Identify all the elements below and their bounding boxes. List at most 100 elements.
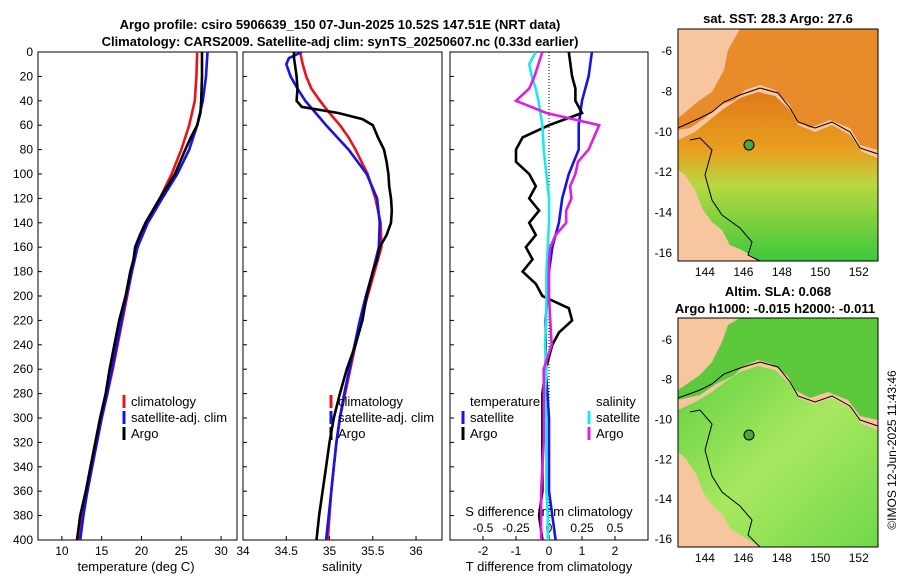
t-difference-x-ticks: -2 -1 0 1 2 bbox=[478, 536, 619, 558]
lon-tick-label: 146 bbox=[733, 551, 753, 565]
sla-map-north-sea bbox=[678, 318, 878, 420]
depth-tick-label: 0 bbox=[26, 45, 33, 59]
s-diff-satellite-line bbox=[527, 52, 551, 540]
s-difference-x-ticks: -0.5 -0.25 0 0.25 0.5 bbox=[473, 521, 624, 535]
lat-tick-label: -6 bbox=[661, 44, 672, 58]
s-diff-tick-label: 0 bbox=[546, 521, 553, 535]
depth-tick-label: 280 bbox=[13, 387, 33, 401]
lat-tick-label: -12 bbox=[655, 452, 673, 466]
legend-label-s-satellite: satellite bbox=[596, 410, 640, 425]
s-diff-tick-label: -0.25 bbox=[502, 521, 530, 535]
depth-tick-label: 40 bbox=[20, 94, 34, 108]
depth-tick-label: 400 bbox=[13, 533, 33, 547]
lat-tick-label: -16 bbox=[655, 246, 673, 260]
lat-tick-label: -10 bbox=[655, 125, 673, 139]
sst-map-argo-marker bbox=[743, 139, 755, 151]
x-tick-label: 36 bbox=[409, 544, 423, 558]
sst-map-coastline-2 bbox=[689, 137, 761, 262]
lat-tick-label: -8 bbox=[661, 373, 672, 387]
legend-label-climatology: climatology bbox=[338, 394, 404, 409]
salinity-x-ticks: 34 34.5 35 35.5 36 bbox=[236, 536, 423, 558]
sst-map-frame bbox=[677, 28, 879, 262]
legend-label-satellite: satellite-adj. clim bbox=[131, 410, 227, 425]
s-diff-tick-label: 0.5 bbox=[607, 521, 624, 535]
depth-tick-label: 60 bbox=[20, 118, 34, 132]
salinity-satellite-line bbox=[284, 52, 382, 540]
lon-tick-label: 148 bbox=[772, 265, 792, 279]
lat-tick-label: -10 bbox=[655, 413, 673, 427]
lon-tick-label: 150 bbox=[810, 551, 830, 565]
lon-tick-label: 152 bbox=[849, 551, 869, 565]
lat-tick-label: -12 bbox=[655, 165, 673, 179]
x-tick-label: 0 bbox=[546, 544, 553, 558]
depth-tick-label: 140 bbox=[13, 216, 33, 230]
depth-tick-label: 80 bbox=[20, 143, 34, 157]
x-tick-label: 35.5 bbox=[361, 544, 385, 558]
x-tick-label: -2 bbox=[478, 544, 489, 558]
sla-map-south-sea bbox=[678, 366, 878, 547]
temperature-legend: climatology satellite-adj. clim Argo bbox=[122, 394, 227, 441]
sla-map-lon-ticks: 144 146 148 150 152 bbox=[695, 551, 869, 565]
difference-legend: temperature satellite Argo salinity sate… bbox=[461, 394, 640, 441]
legend-label-s-argo: Argo bbox=[596, 426, 623, 441]
depth-tick-label: 300 bbox=[13, 411, 33, 425]
s-diff-argo-line bbox=[513, 52, 602, 540]
depth-tick-label: 260 bbox=[13, 362, 33, 376]
sla-map-title-1: Altim. SLA: 0.068 bbox=[725, 284, 831, 299]
lat-tick-label: -8 bbox=[661, 85, 672, 99]
x-tick-label: 35 bbox=[323, 544, 337, 558]
sst-map-north-sea bbox=[678, 29, 878, 150]
t-difference-xlabel: T difference from climatology bbox=[466, 559, 633, 574]
salinity-climatology-line bbox=[298, 52, 383, 540]
sst-map-lat-ticks: -6 -8 -10 -12 -14 -16 bbox=[655, 44, 673, 260]
x-tick-label: 34.5 bbox=[275, 544, 299, 558]
sst-map-title: sat. SST: 28.3 Argo: 27.6 bbox=[703, 11, 853, 26]
lon-tick-label: 144 bbox=[695, 551, 715, 565]
s-diff-tick-label: 0.25 bbox=[570, 521, 594, 535]
s-diff-tick-label: -0.5 bbox=[473, 521, 494, 535]
lon-tick-label: 150 bbox=[810, 265, 830, 279]
lon-tick-label: 148 bbox=[772, 551, 792, 565]
sst-map bbox=[677, 28, 879, 262]
sla-map-frame bbox=[677, 317, 879, 548]
imos-credit: ©IMOS 12-Jun-2025 11:43:46 bbox=[885, 370, 899, 530]
sla-map-coastline-2 bbox=[689, 409, 761, 548]
x-tick-label: 30 bbox=[214, 544, 228, 558]
legend-label-t-satellite: satellite bbox=[470, 410, 514, 425]
depth-tick-labels: 0 20 40 60 80 100 120 140 160 180 200 220 240 260 280 3… bbox=[13, 45, 454, 547]
salinity-legend: climatology satellite-adj. clim Argo bbox=[329, 394, 434, 441]
sla-map-argo-marker bbox=[743, 429, 755, 441]
depth-tick-label: 320 bbox=[13, 435, 33, 449]
legend-header-temperature: temperature bbox=[470, 394, 540, 409]
x-tick-label: 10 bbox=[55, 544, 69, 558]
title-line-1: Argo profile: csiro 5906639_150 07-Jun-2… bbox=[120, 17, 561, 32]
temperature-argo-line bbox=[75, 52, 204, 540]
lon-tick-label: 146 bbox=[733, 265, 753, 279]
x-tick-label: 20 bbox=[135, 544, 149, 558]
x-tick-label: 34 bbox=[236, 544, 250, 558]
sla-map-title-2: Argo h1000: -0.015 h2000: -0.011 bbox=[675, 301, 875, 316]
depth-tick-label: 240 bbox=[13, 338, 33, 352]
lat-tick-label: -6 bbox=[661, 333, 672, 347]
sla-map-lat-ticks: -6 -8 -10 -12 -14 -16 bbox=[655, 333, 673, 546]
depth-tick-label: 200 bbox=[13, 289, 33, 303]
legend-label-argo: Argo bbox=[338, 426, 365, 441]
depth-tick-label: 180 bbox=[13, 265, 33, 279]
title-line-2: Climatology: CARS2009. Satellite-adj cli… bbox=[102, 34, 579, 49]
sla-map bbox=[677, 317, 879, 548]
salinity-axes bbox=[242, 51, 443, 541]
depth-tick-label: 340 bbox=[13, 460, 33, 474]
x-tick-label: -1 bbox=[511, 544, 522, 558]
legend-header-salinity: salinity bbox=[596, 394, 636, 409]
depth-tick-label: 100 bbox=[13, 167, 33, 181]
lon-tick-label: 144 bbox=[695, 265, 715, 279]
x-tick-label: 15 bbox=[95, 544, 109, 558]
x-tick-label: 25 bbox=[175, 544, 189, 558]
depth-tick-label: 220 bbox=[13, 313, 33, 327]
legend-label-satellite: satellite-adj. clim bbox=[338, 410, 434, 425]
x-tick-label: 1 bbox=[579, 544, 586, 558]
depth-tick-label: 120 bbox=[13, 191, 33, 205]
sst-map-lon-ticks: 144 146 148 150 152 bbox=[695, 265, 869, 279]
temperature-axes bbox=[37, 51, 238, 541]
